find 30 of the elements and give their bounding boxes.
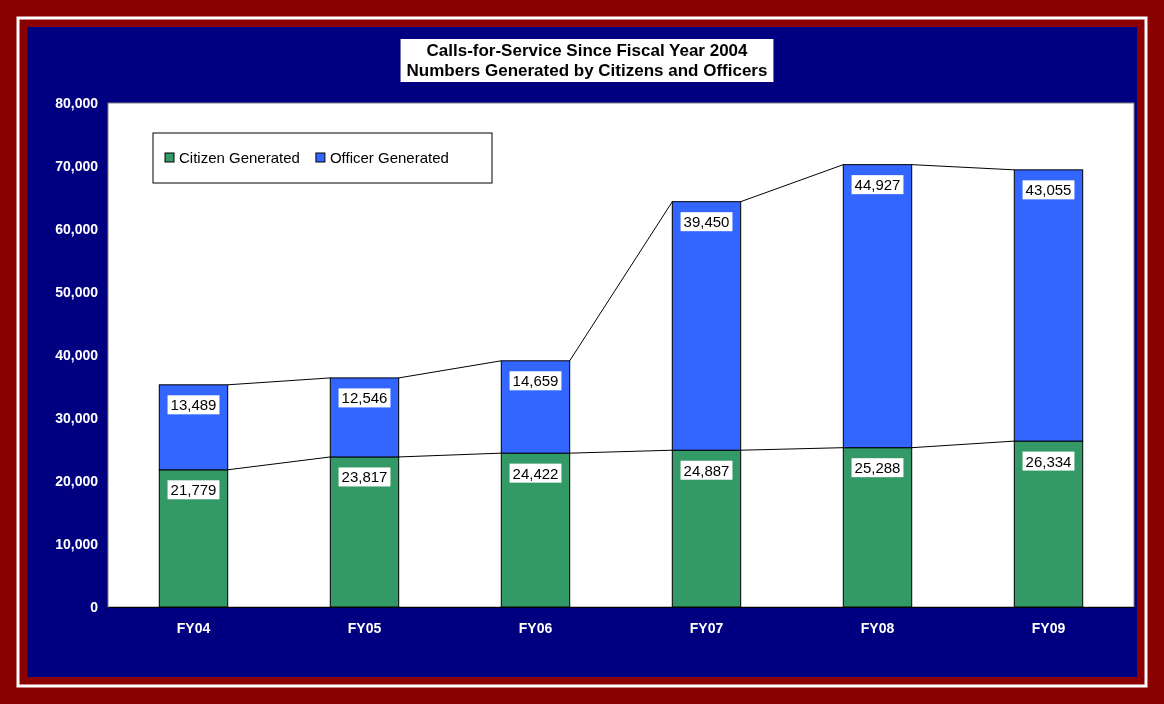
y-tick-label: 0 xyxy=(90,598,99,615)
y-tick-label: 20,000 xyxy=(55,472,99,489)
data-label: 39,450 xyxy=(683,213,730,231)
y-tick-label: 50,000 xyxy=(55,283,99,300)
data-label: 44,927 xyxy=(854,176,901,194)
x-tick-label: FY05 xyxy=(347,619,382,636)
data-label: 21,779 xyxy=(170,481,217,499)
chart-title: Calls-for-Service Since Fiscal Year 2004 Numbers Generated by Citizens and Officers xyxy=(406,41,768,80)
y-tick-label: 30,000 xyxy=(55,409,99,426)
data-label: 13,489 xyxy=(170,396,217,414)
y-tick-label: 80,000 xyxy=(55,94,99,111)
x-tick-label: FY07 xyxy=(689,619,724,636)
y-tick-label: 60,000 xyxy=(55,220,99,237)
x-tick-label: FY04 xyxy=(176,619,211,636)
x-tick-label: FY09 xyxy=(1031,619,1066,636)
data-label: 12,546 xyxy=(341,389,388,407)
data-label: 43,055 xyxy=(1025,181,1072,199)
x-tick-label: FY08 xyxy=(860,619,895,636)
data-label: 26,334 xyxy=(1025,452,1072,470)
legend-label: Citizen Generated xyxy=(179,149,300,166)
x-tick-label: FY06 xyxy=(518,619,553,636)
y-tick-label: 10,000 xyxy=(55,535,99,552)
data-label: 23,817 xyxy=(341,468,388,486)
data-label: 25,288 xyxy=(854,459,901,477)
y-tick-label: 70,000 xyxy=(55,157,99,174)
data-label: 14,659 xyxy=(512,372,559,390)
data-label: 24,887 xyxy=(683,461,730,479)
data-label: 24,422 xyxy=(512,464,559,482)
legend-label: Officer Generated xyxy=(329,149,449,166)
y-tick-label: 40,000 xyxy=(55,346,99,363)
